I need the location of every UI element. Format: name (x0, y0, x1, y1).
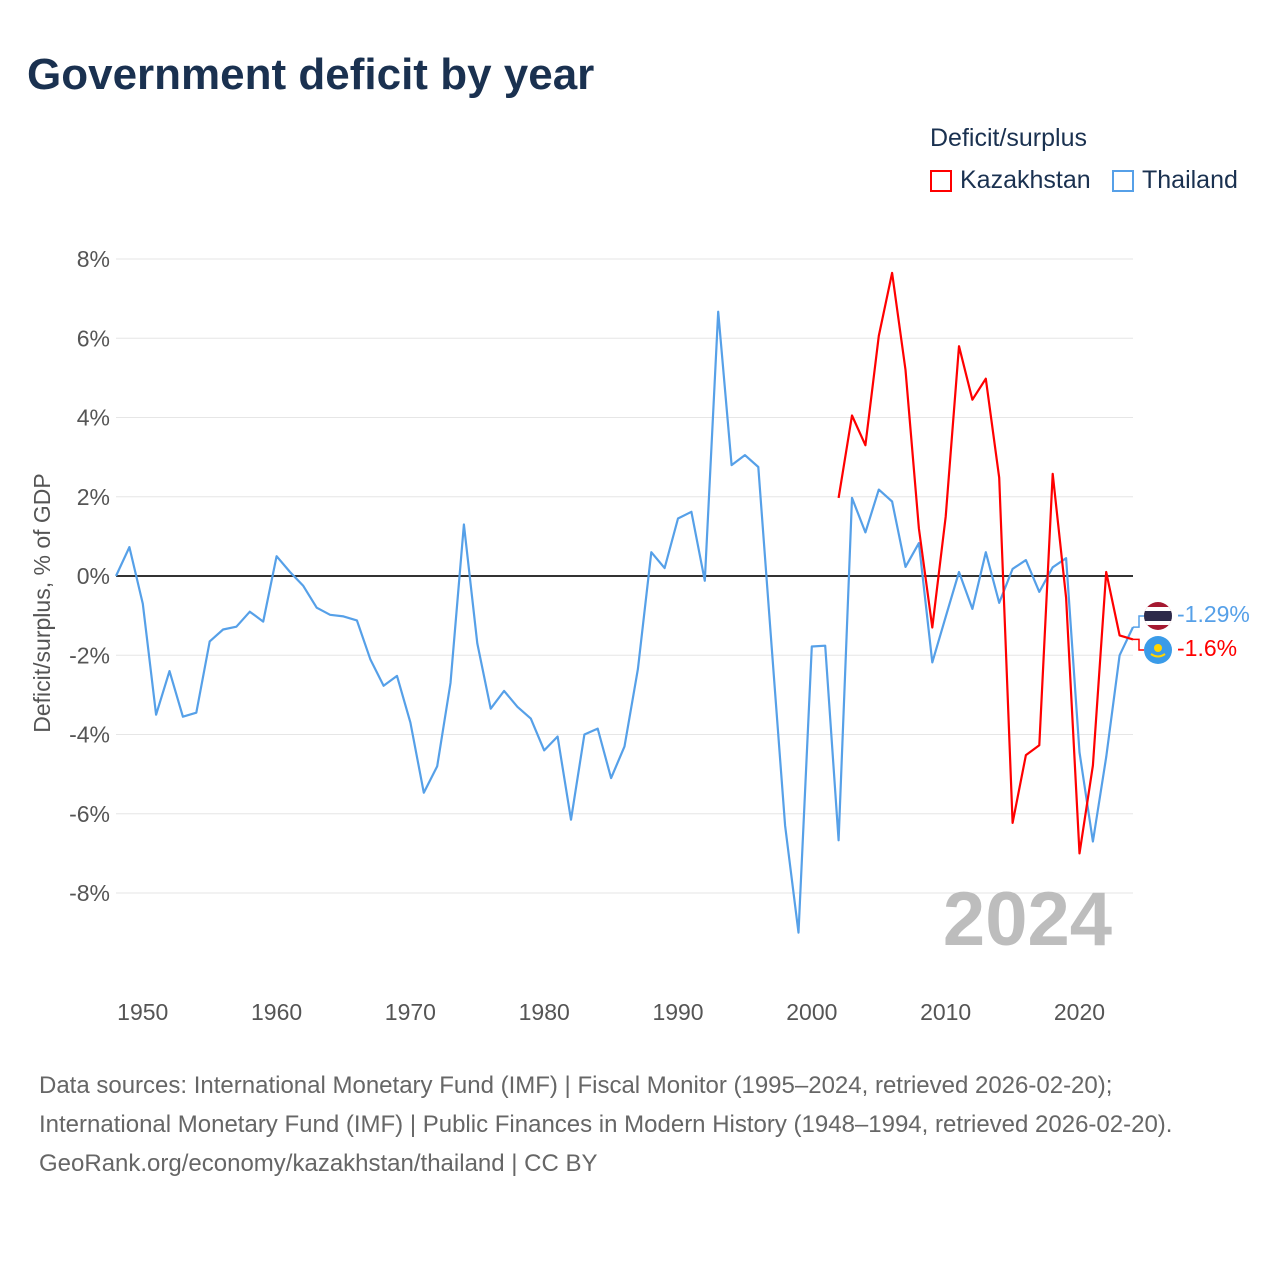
x-tick-label: 2000 (786, 999, 837, 1025)
series-line-thailand[interactable] (115, 310, 1134, 934)
data-sources: Data sources: International Monetary Fun… (39, 1072, 1173, 1138)
end-label-connector (1133, 615, 1144, 628)
y-axis-label: Deficit/surplus, % of GDP (29, 473, 55, 732)
year-label: 2024 (943, 877, 1112, 962)
y-tick-label: -4% (69, 722, 110, 748)
line-chart: 8% 6% 4% 2% 0% -2% -4% -6% -8% 1950 1960 1970 1980 19… (29, 246, 1250, 1025)
legend-item-thailand[interactable]: Thailand (1112, 166, 1238, 195)
credit-link[interactable]: GeoRank.org/economy/kazakhstan/thailand … (39, 1150, 598, 1177)
y-tick-label: -8% (69, 880, 110, 906)
y-tick-label: 4% (77, 405, 110, 431)
legend-swatch (930, 169, 952, 192)
legend-swatch (1112, 169, 1134, 192)
legend-title: Deficit/surplus (930, 124, 1087, 152)
y-tick-label: -2% (69, 642, 110, 668)
legend-item-kazakhstan[interactable]: Kazakhstan (930, 166, 1091, 195)
page-title: Government deficit by year (27, 50, 595, 99)
y-tick-label: 0% (77, 563, 110, 589)
thailand-end-label: -1.29% (1177, 601, 1250, 627)
thailand-flag-icon (1144, 602, 1172, 630)
legend-label: Kazakhstan (960, 166, 1091, 194)
x-tick-label: 1990 (652, 999, 703, 1025)
footer: Data sources: International Monetary Fun… (39, 1066, 1239, 1183)
legend-label: Thailand (1142, 166, 1238, 194)
x-tick-label: 1970 (385, 999, 436, 1025)
x-tick-label: 2010 (920, 999, 971, 1025)
y-tick-label: 6% (77, 325, 110, 351)
y-tick-label: -6% (69, 801, 110, 827)
y-tick-label: 2% (77, 484, 110, 510)
x-tick-label: 1980 (519, 999, 570, 1025)
y-tick-label: 8% (77, 246, 110, 272)
series-line-kazakhstan[interactable] (837, 271, 1134, 855)
x-tick-label: 1960 (251, 999, 302, 1025)
x-tick-label: 1950 (117, 999, 168, 1025)
kazakhstan-flag-icon (1144, 636, 1172, 664)
x-tick-label: 2020 (1054, 999, 1105, 1025)
kazakhstan-end-label: -1.6% (1177, 635, 1237, 661)
end-label-connector (1133, 638, 1144, 651)
